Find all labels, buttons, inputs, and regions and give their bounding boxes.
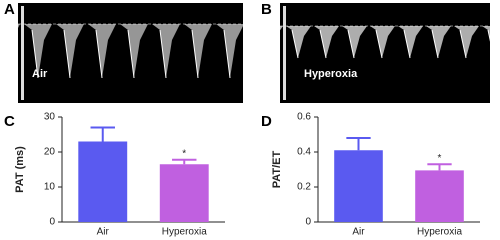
x-tick-label: Hyperoxia [417, 227, 462, 238]
panel-label: A [4, 1, 15, 18]
x-tick-label: Air [352, 227, 365, 238]
bar [159, 164, 209, 222]
image-caption: Air [32, 68, 48, 80]
x-tick-label: Hyperoxia [162, 227, 207, 238]
y-tick-label: 0 [305, 217, 311, 228]
y-tick-label: 0.2 [297, 182, 311, 193]
bar [334, 150, 383, 222]
y-tick-label: 0 [49, 217, 55, 228]
panel-label: B [261, 1, 272, 18]
y-tick-label: 20 [44, 147, 56, 158]
waveform [18, 3, 243, 103]
waveform [280, 3, 490, 103]
y-tick-label: 10 [44, 182, 56, 193]
significance-label: * [438, 153, 442, 164]
panel-label: D [261, 113, 272, 130]
panel-label: C [4, 113, 15, 130]
scale-bar [283, 6, 286, 100]
y-tick-label: 0.6 [297, 112, 311, 123]
bar [415, 170, 464, 222]
image-caption: Hyperoxia [304, 68, 358, 80]
y-tick-label: 0.4 [297, 147, 311, 158]
significance-label: * [182, 148, 186, 159]
x-tick-label: Air [97, 227, 110, 238]
scale-bar [21, 6, 24, 100]
y-tick-label: 30 [44, 112, 56, 123]
bar [78, 141, 128, 222]
y-axis-label: PAT (ms) [14, 146, 26, 193]
y-axis-label: PAT/ET [271, 150, 283, 188]
